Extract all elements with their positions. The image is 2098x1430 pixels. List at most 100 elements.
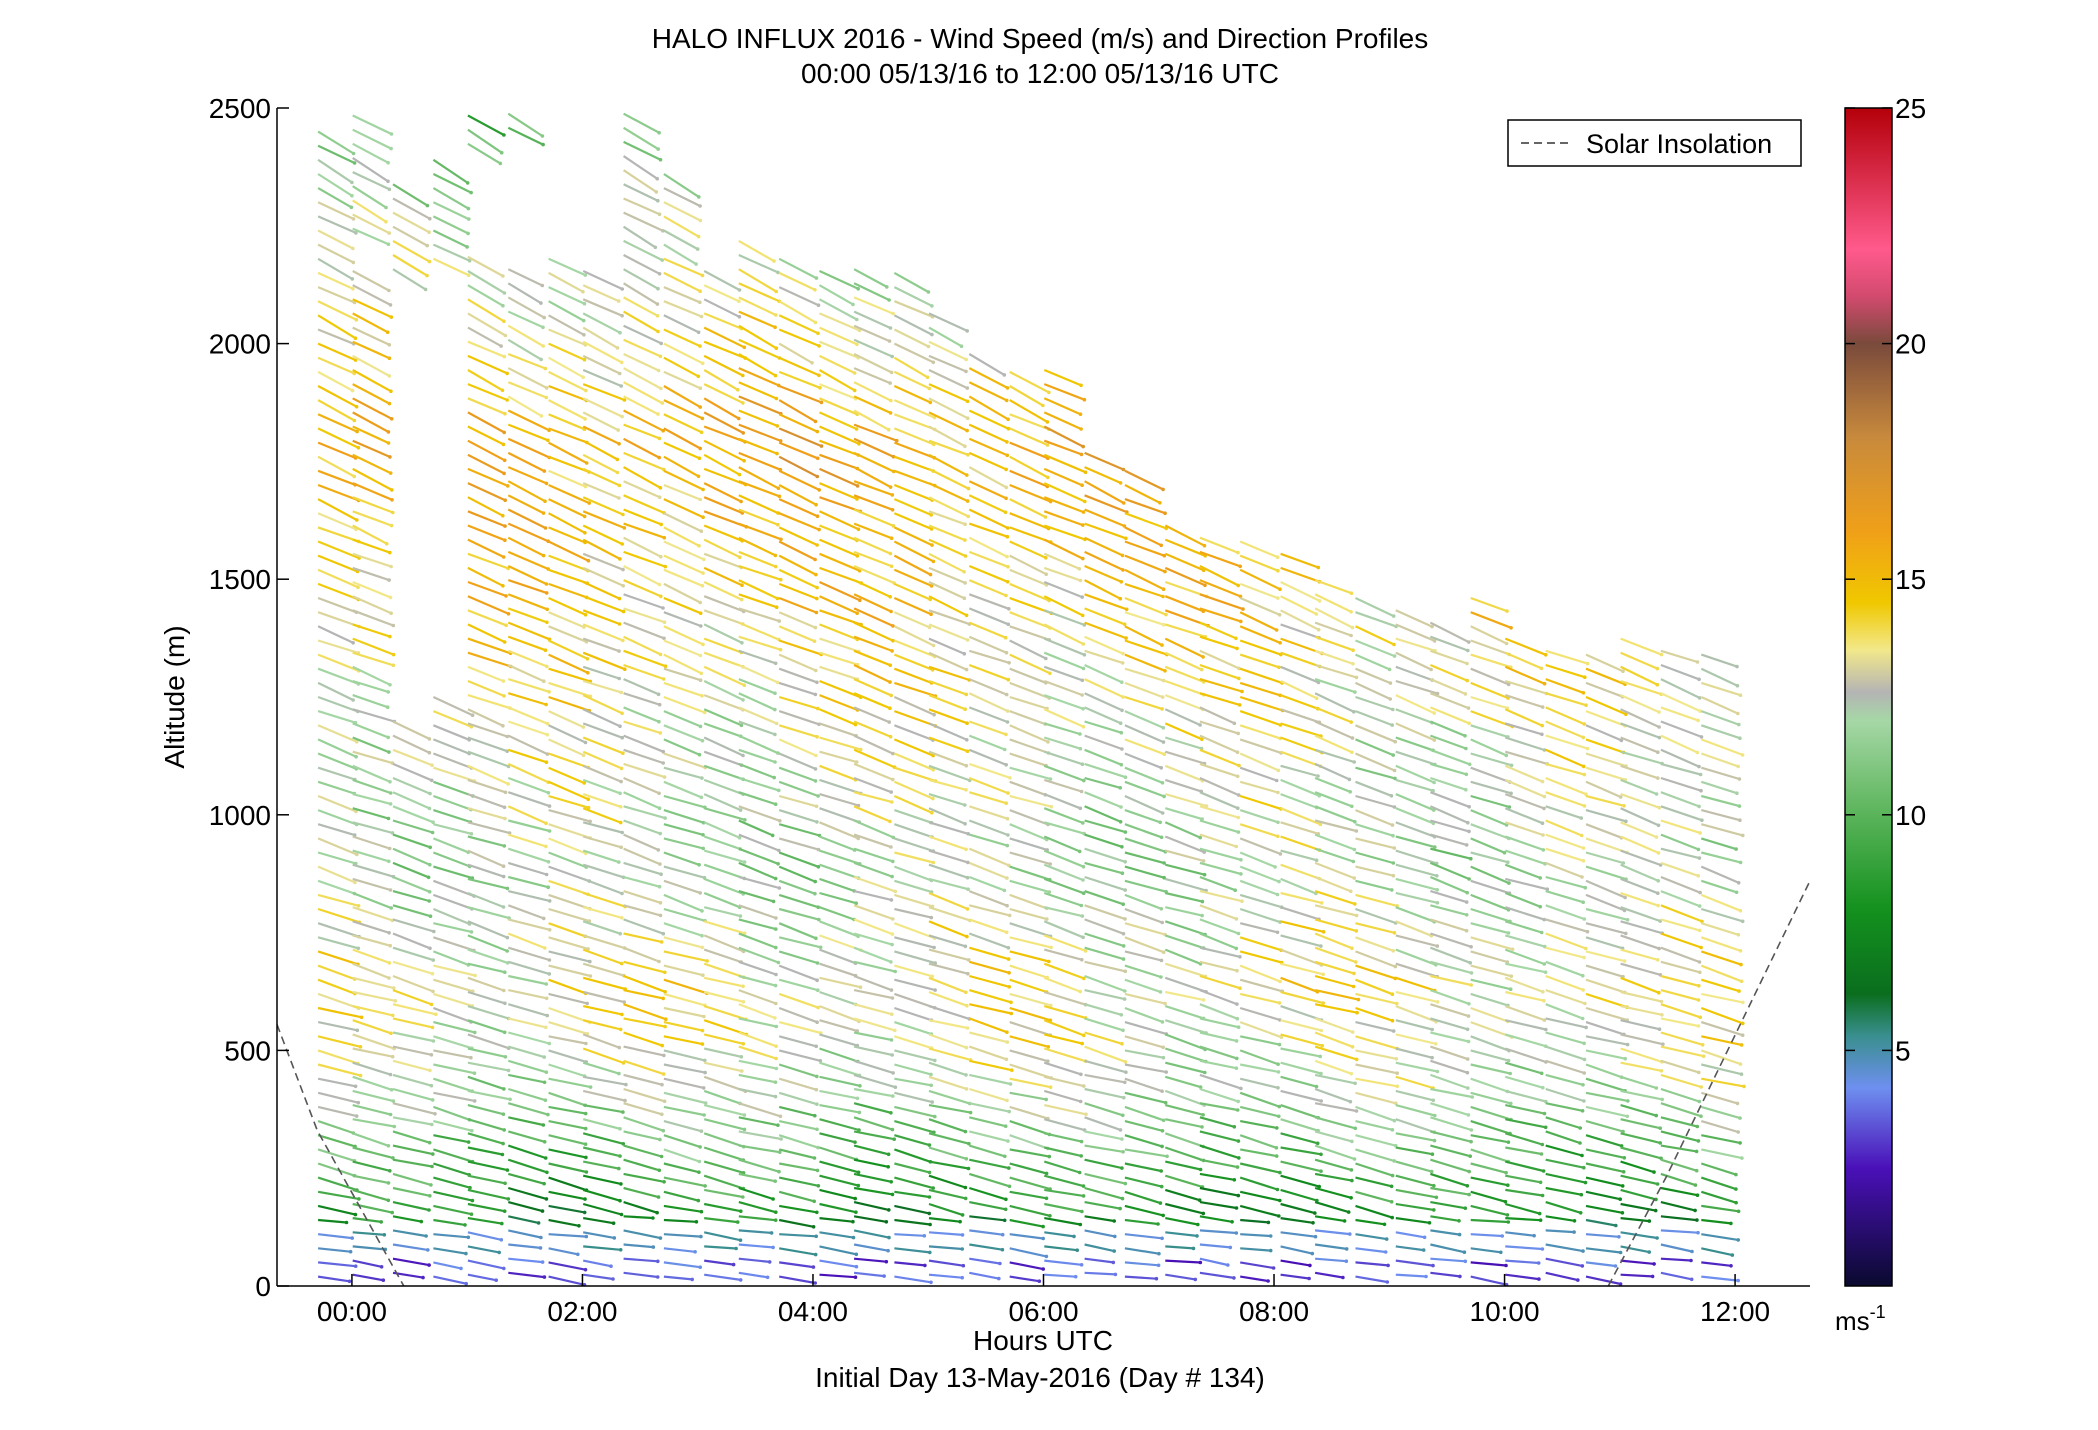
wind-barb [1314, 1243, 1347, 1250]
wind-barb [928, 665, 970, 682]
wind-barb-tip [1504, 1170, 1508, 1175]
wind-barb [1430, 1087, 1473, 1099]
wind-barb [1044, 1075, 1085, 1088]
wind-barb [392, 791, 430, 810]
wind-barb-tip [620, 1012, 624, 1017]
wind-barb [548, 427, 588, 444]
wind-barb [1660, 1243, 1693, 1253]
wind-barb-tip [1082, 397, 1087, 402]
wind-barb-tip [1160, 781, 1165, 785]
wind-barb [778, 893, 819, 909]
wind-barb [1430, 734, 1467, 750]
wind-barb [1084, 791, 1122, 809]
wind-barb-tip [740, 641, 744, 645]
wind-barb-tip [356, 1100, 361, 1105]
wind-barb [819, 962, 856, 977]
wind-barb [352, 1245, 386, 1251]
wind-barb [467, 934, 508, 953]
wind-barb [853, 847, 894, 863]
wind-barb [893, 328, 929, 348]
wind-barb [467, 990, 506, 1005]
wind-barb [1199, 720, 1239, 735]
wind-barb-tip [429, 1183, 433, 1187]
wind-barb [582, 891, 626, 908]
wind-barb [392, 1271, 424, 1279]
wind-barb-tip [618, 330, 622, 335]
wind-barb [392, 776, 431, 795]
wind-barb-tip [651, 1216, 655, 1220]
wind-barb-tip [1004, 467, 1008, 472]
wind-barb [1585, 1218, 1616, 1227]
wind-barb-tip [1432, 1138, 1437, 1143]
wind-barb-tip [387, 187, 392, 192]
wind-barb-tip [1006, 526, 1010, 530]
wind-barb [1505, 1259, 1539, 1265]
wind-barb-tip [1467, 721, 1471, 726]
wind-barb [623, 1003, 667, 1021]
wind-barb-tip [387, 931, 391, 935]
wind-barb-tip [889, 898, 894, 902]
wind-barb [778, 724, 818, 738]
wind-barb [1545, 1059, 1585, 1075]
wind-barb [623, 1130, 661, 1141]
wind-barb-tip [742, 683, 747, 687]
wind-barb-tip [1699, 788, 1703, 793]
wind-barb-tip [965, 386, 970, 390]
wind-barb-tip [887, 1208, 891, 1212]
wind-barb [467, 651, 512, 668]
wind-barb [1585, 1162, 1624, 1173]
wind-barb-tip [1311, 1221, 1315, 1225]
wind-barb [853, 437, 894, 458]
wind-barb [582, 1188, 621, 1202]
wind-barb [1504, 1061, 1543, 1075]
wind-barb [433, 992, 473, 1007]
wind-barb-tip [356, 904, 361, 908]
wind-barb [738, 353, 777, 377]
wind-barb-tip [1316, 565, 1321, 570]
wind-barb-tip [703, 1184, 707, 1188]
wind-barb-tip [359, 1015, 364, 1020]
wind-barb [352, 538, 391, 554]
wind-barb-tip [1159, 907, 1164, 911]
wind-barb-tip [1271, 1266, 1276, 1270]
wind-barb-tip [657, 702, 662, 707]
wind-barb [1043, 453, 1086, 474]
wind-barb-tip [427, 259, 432, 264]
wind-barb [1043, 1089, 1082, 1103]
wind-barb [548, 879, 589, 896]
wind-barb [1009, 427, 1048, 447]
wind-barb-tip [379, 1220, 384, 1224]
wind-barb-tip [742, 1127, 747, 1132]
wind-barb-tip [778, 647, 783, 652]
wind-barb-tip [773, 373, 778, 378]
wind-barb [1043, 920, 1084, 939]
wind-barb-tip [501, 679, 506, 683]
wind-barb-tip [816, 1184, 821, 1188]
wind-barb-tip [1464, 746, 1468, 751]
wind-barb-tip [774, 1024, 779, 1029]
wind-barb [928, 1146, 967, 1160]
wind-barb [623, 1201, 658, 1214]
wind-barb-tip [889, 790, 893, 794]
wind-barb [819, 340, 859, 359]
wind-barb [1470, 1176, 1509, 1187]
wind-barb-tip [355, 518, 359, 522]
wind-barb-tip [544, 1025, 548, 1030]
wind-barb [1430, 1271, 1461, 1278]
wind-barb [1660, 1229, 1699, 1234]
wind-barb [1314, 748, 1355, 764]
wind-barb [1199, 1003, 1238, 1020]
wind-barb [467, 679, 505, 697]
wind-barb [317, 526, 359, 543]
wind-barb [467, 1005, 509, 1020]
wind-barb-tip [928, 1250, 932, 1255]
wind-barb-tip [1118, 721, 1123, 725]
wind-barb [738, 932, 777, 949]
wind-barb-tip [585, 657, 590, 661]
wind-barb-tip [815, 735, 819, 739]
wind-barb [1043, 750, 1083, 766]
wind-barb [1124, 639, 1168, 656]
wind-barb-tip [1464, 843, 1469, 847]
wind-barb-tip [1506, 1140, 1511, 1144]
wind-barb-tip [1163, 1001, 1167, 1006]
